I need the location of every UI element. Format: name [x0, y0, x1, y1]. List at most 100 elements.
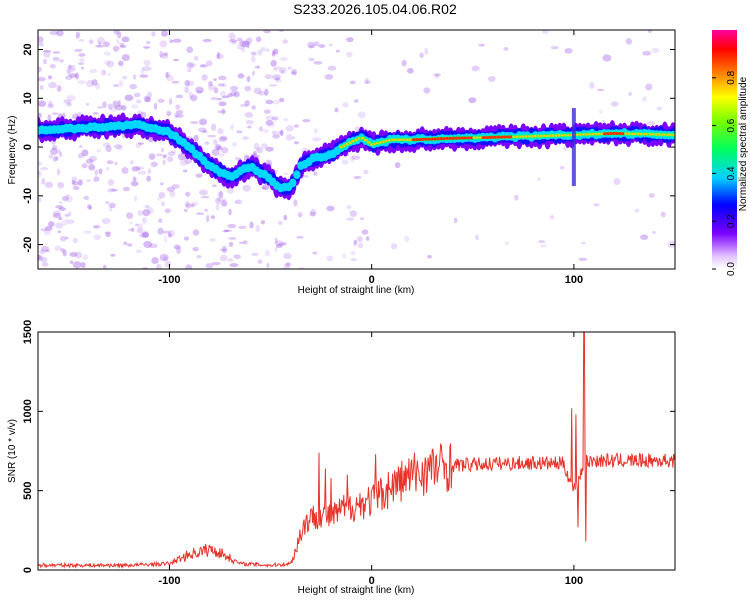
- noise-speckle: [51, 112, 59, 115]
- noise-speckle: [162, 154, 167, 159]
- noise-speckle: [113, 84, 120, 87]
- noise-speckle: [281, 241, 287, 246]
- noise-speckle: [286, 133, 293, 141]
- noise-speckle: [110, 188, 119, 192]
- noise-speckle: [163, 256, 168, 261]
- noise-speckle: [642, 96, 647, 102]
- noise-speckle: [283, 118, 289, 122]
- noise-speckle: [157, 196, 162, 202]
- noise-speckle: [151, 256, 159, 265]
- noise-speckle: [77, 80, 86, 85]
- noise-speckle: [101, 217, 111, 225]
- noise-speckle: [256, 65, 260, 69]
- noise-speckle: [54, 245, 62, 252]
- noise-speckle: [163, 52, 169, 56]
- noise-speckle: [52, 210, 61, 216]
- noise-speckle: [98, 168, 103, 175]
- noise-speckle: [51, 144, 58, 151]
- noise-speckle: [196, 255, 202, 259]
- noise-speckle: [503, 46, 509, 51]
- noise-speckle: [274, 237, 278, 245]
- noise-speckle: [153, 102, 158, 110]
- noise-speckle: [144, 96, 151, 103]
- noise-speckle: [349, 80, 356, 85]
- noise-speckle: [271, 50, 276, 57]
- noise-speckle: [165, 72, 169, 78]
- noise-speckle: [72, 185, 80, 191]
- noise-speckle: [260, 143, 268, 149]
- noise-speckle: [228, 237, 237, 240]
- noise-speckle: [542, 30, 549, 34]
- noise-speckle: [255, 36, 262, 43]
- noise-speckle: [168, 229, 176, 237]
- noise-speckle: [136, 99, 142, 104]
- noise-speckle: [297, 212, 303, 218]
- noise-speckle: [173, 244, 181, 250]
- noise-speckle: [550, 45, 559, 50]
- noise-speckle: [309, 211, 316, 217]
- noise-speckle: [142, 209, 151, 217]
- noise-speckle: [433, 73, 441, 77]
- noise-speckle: [283, 172, 288, 176]
- noise-speckle: [198, 127, 207, 133]
- noise-speckle: [72, 237, 78, 244]
- noise-speckle: [135, 142, 142, 149]
- noise-speckle: [296, 235, 304, 239]
- noise-speckle: [158, 191, 166, 199]
- noise-speckle: [75, 251, 83, 259]
- noise-speckle: [44, 228, 51, 236]
- noise-speckle: [353, 175, 362, 180]
- noise-speckle: [72, 181, 79, 186]
- noise-speckle: [660, 211, 666, 218]
- noise-speckle: [260, 220, 266, 225]
- noise-speckle: [251, 105, 256, 110]
- noise-speckle: [38, 254, 41, 261]
- noise-speckle: [88, 155, 97, 162]
- noise-speckle: [128, 221, 133, 225]
- noise-speckle: [143, 46, 150, 49]
- noise-speckle: [218, 191, 224, 198]
- noise-speckle: [75, 72, 79, 80]
- noise-speckle: [48, 221, 55, 227]
- noise-speckle: [312, 251, 318, 255]
- noise-speckle: [38, 42, 44, 47]
- noise-speckle: [80, 261, 86, 269]
- noise-speckle: [266, 48, 270, 52]
- noise-speckle: [141, 217, 148, 224]
- noise-speckle: [156, 263, 162, 269]
- noise-speckle: [217, 128, 224, 135]
- noise-speckle: [106, 160, 114, 165]
- noise-speckle: [96, 148, 102, 153]
- noise-speckle: [66, 102, 72, 107]
- noise-speckle: [210, 215, 216, 220]
- noise-speckle: [274, 77, 280, 81]
- noise-speckle: [66, 67, 72, 75]
- noise-speckle: [64, 213, 70, 218]
- noise-speckle: [242, 184, 252, 192]
- noise-speckle: [38, 254, 43, 261]
- noise-speckle: [39, 249, 45, 255]
- noise-speckle: [40, 228, 48, 232]
- noise-speckle: [151, 31, 156, 37]
- noise-speckle: [247, 125, 252, 129]
- noise-speckle: [233, 254, 241, 260]
- noise-speckle: [103, 41, 110, 48]
- noise-speckle: [47, 75, 52, 80]
- spectrogram-y-tick-label: -20: [22, 237, 34, 253]
- noise-speckle: [195, 173, 203, 178]
- noise-speckle: [610, 101, 619, 107]
- colorbar-ticks: 0.0 0.2 0.4 0.6 0.8: [712, 70, 737, 276]
- noise-speckle: [243, 240, 247, 243]
- noise-speckle: [108, 206, 113, 212]
- noise-speckle: [275, 65, 282, 71]
- noise-speckle: [113, 144, 123, 149]
- noise-speckle: [471, 65, 480, 72]
- noise-speckle: [65, 193, 70, 197]
- noise-speckle: [453, 217, 458, 224]
- ridge-yellow: [360, 136, 365, 140]
- noise-speckle: [645, 83, 653, 91]
- noise-speckle: [559, 165, 565, 170]
- noise-speckle: [250, 252, 259, 256]
- noise-speckle: [52, 213, 62, 219]
- noise-speckle: [132, 176, 137, 182]
